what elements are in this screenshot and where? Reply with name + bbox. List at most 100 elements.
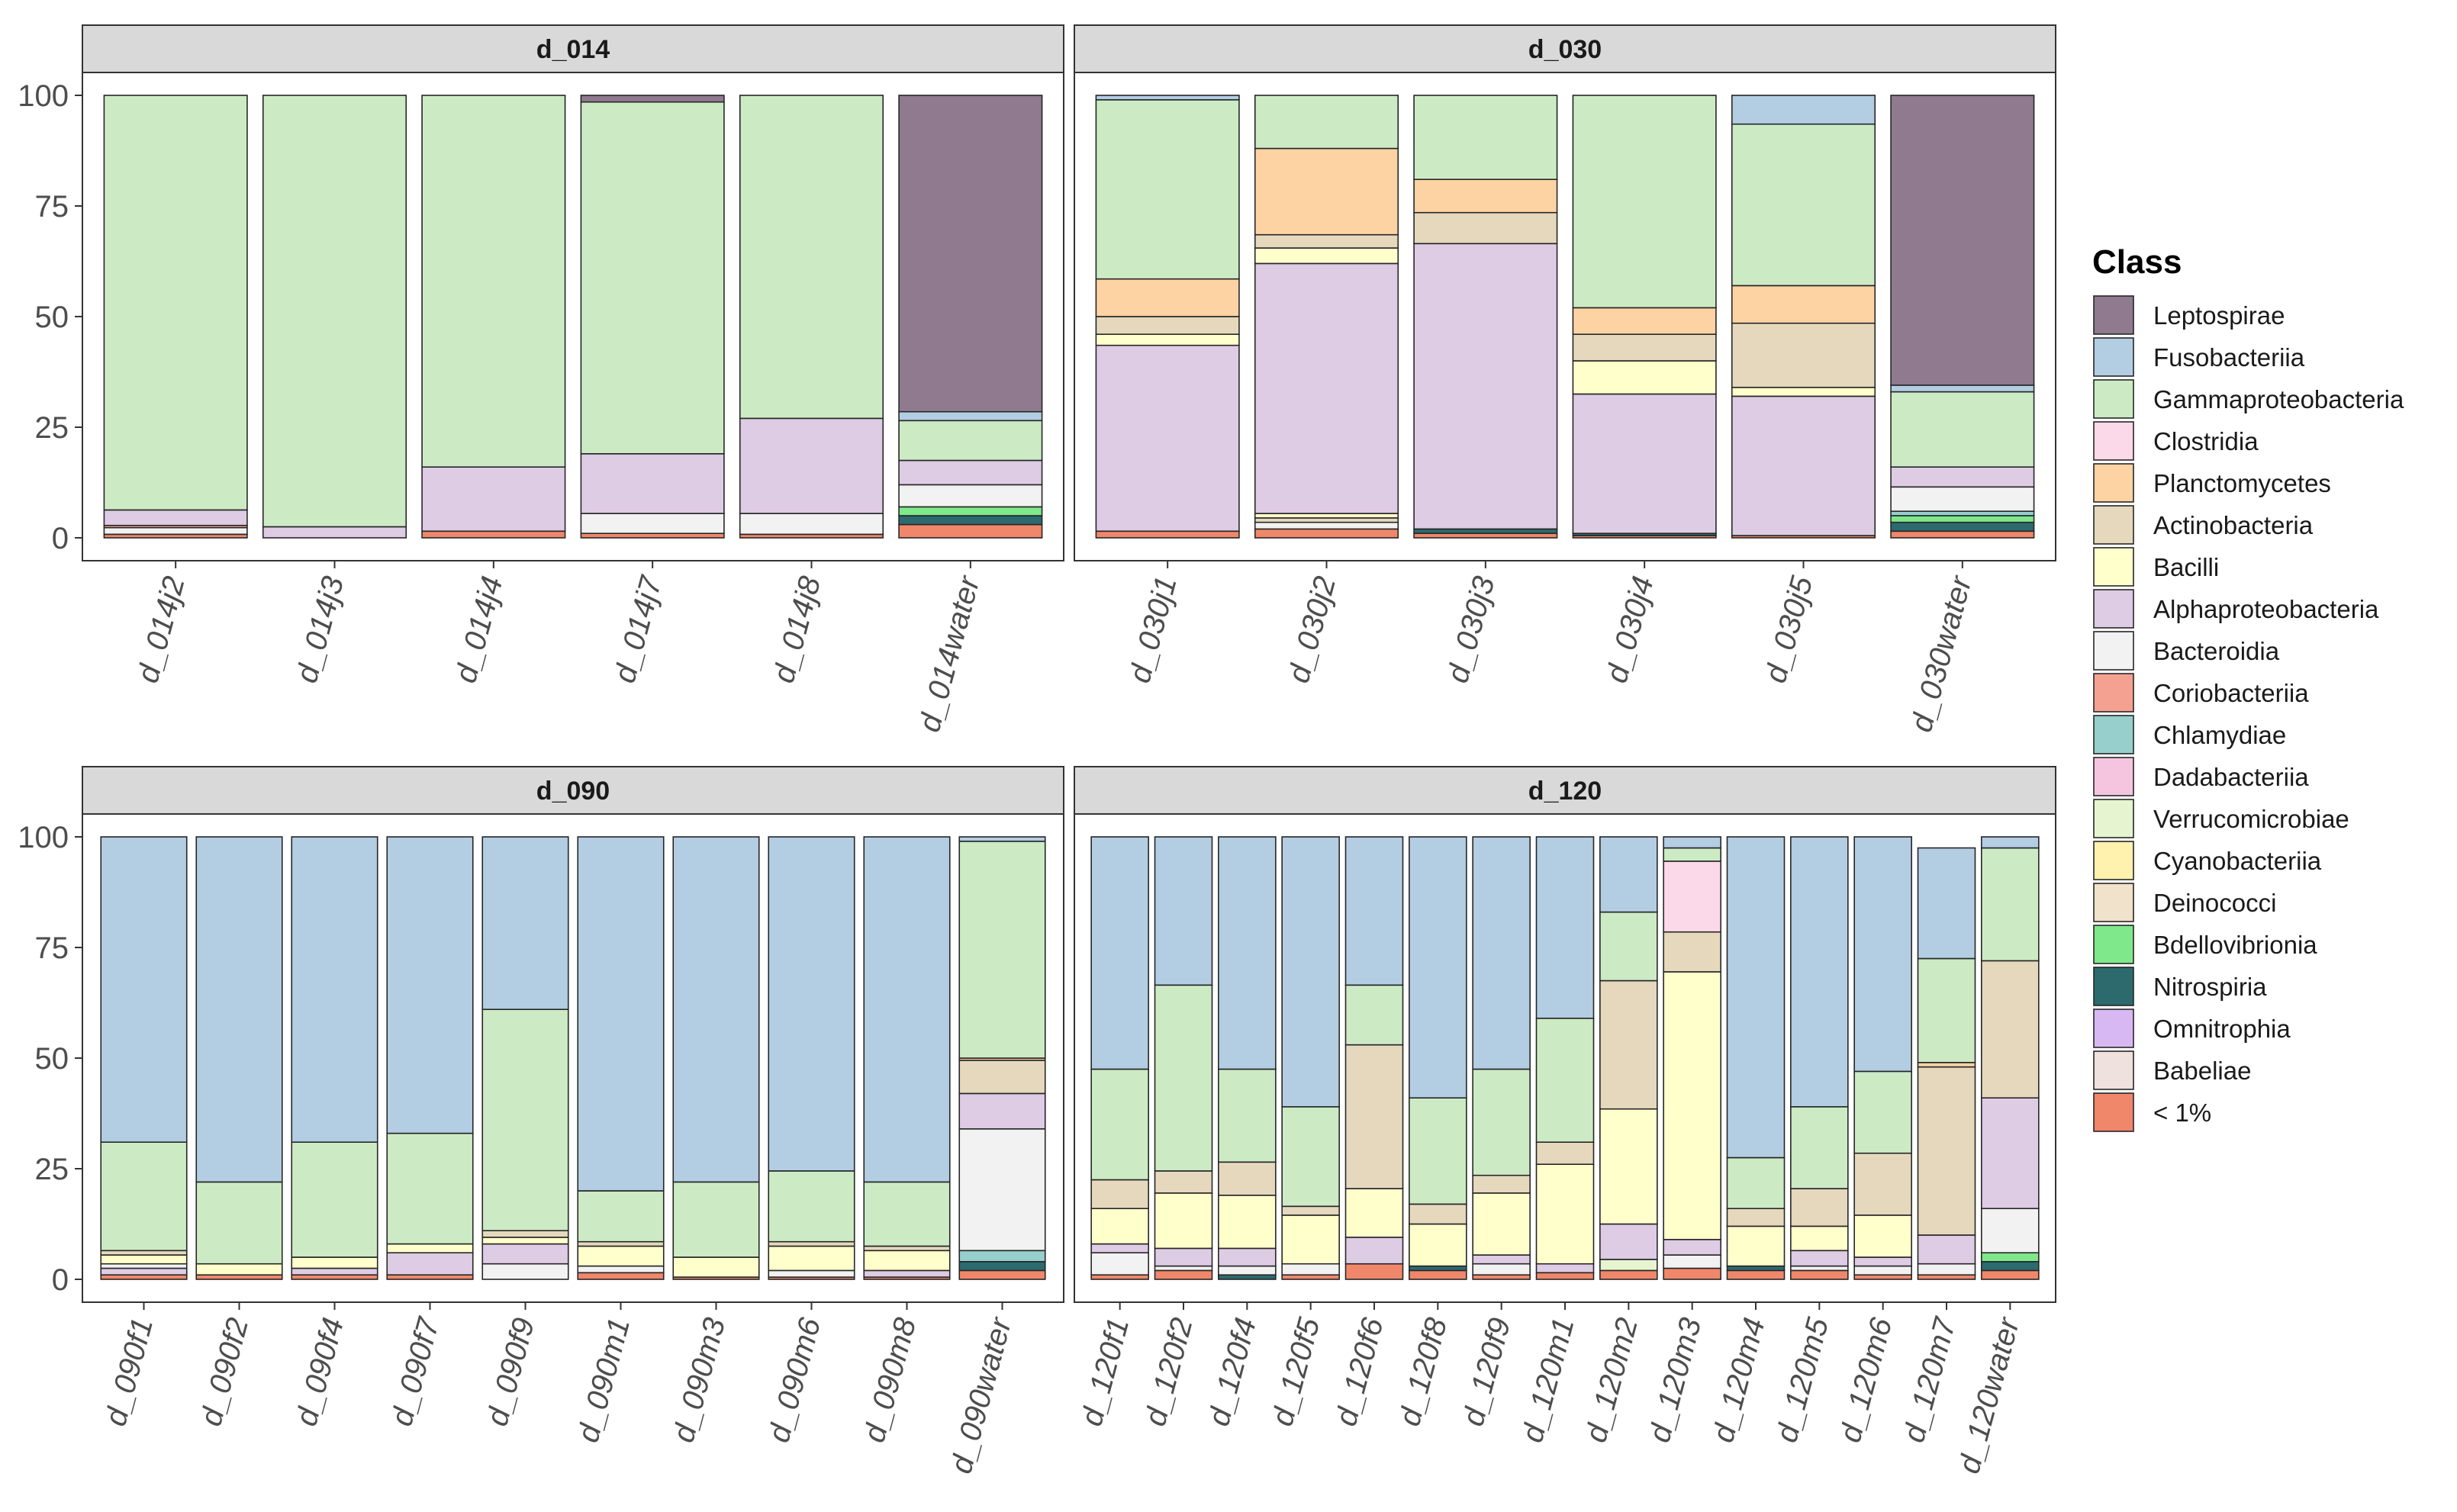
legend-label: Planctomycetes — [2153, 469, 2331, 497]
legend-label: Bacteroidia — [2153, 637, 2280, 665]
bar-d-030j2 — [1254, 95, 1399, 539]
x-tick-label: d_030water — [1905, 571, 1979, 735]
x-tick-label: d_120m7 — [1897, 1313, 1963, 1446]
bar-segment-bacteroidia — [739, 513, 884, 536]
x-tick-label: d_014j4 — [449, 573, 509, 687]
bar-segment-alphaproteobacteria — [1981, 1097, 2040, 1209]
bar-segment-bacteroidia — [481, 1263, 569, 1280]
legend-item-alphaproteobacteria: Alphaproteobacteria — [2093, 589, 2379, 629]
bar-d-014j3 — [262, 95, 407, 539]
bar-segment-actinobacteria — [768, 1240, 855, 1247]
bar-segment-gammaproteobacteria — [863, 1181, 951, 1247]
y-tick-label: 100 — [18, 821, 69, 854]
bar-d-030j1 — [1095, 95, 1240, 539]
bar-d-030j5 — [1731, 95, 1876, 539]
legend-item-clostridia: Clostridia — [2093, 421, 2259, 461]
bar-segment-bacteroidia — [1154, 1265, 1213, 1272]
bar-segment-gammaproteobacteria — [1344, 984, 1404, 1046]
bar-segment-gammaproteobacteria — [958, 841, 1046, 1059]
legend-item-chlamydiae: Chlamydiae — [2093, 715, 2286, 754]
bar-segment-bdellovibrionia — [898, 506, 1043, 516]
x-tick-label: d_120m2 — [1579, 1314, 1644, 1446]
bar-segment-gammaproteobacteria — [1218, 1068, 1277, 1163]
bar-d-090m6 — [768, 836, 855, 1280]
bar-segment-alphaproteobacteria — [1095, 344, 1240, 532]
bar-segment-fusobacteriia — [1472, 836, 1531, 1070]
bar-segment-actinobacteria — [1413, 211, 1558, 245]
y-tick-label: 75 — [35, 931, 69, 965]
legend-item-coriobacteriia: Coriobacteriia — [2093, 673, 2309, 713]
bar-segment-fusobacteriia — [1981, 836, 2040, 849]
bar-segment-1 — [1472, 1274, 1531, 1280]
x-tick-label: d_030j5 — [1759, 572, 1820, 687]
bar-d-120m5 — [1790, 836, 1849, 1280]
y-tick-label: 25 — [35, 1153, 69, 1186]
strip-label: d_014 — [536, 35, 610, 64]
bar-segment-fusobacteriia — [863, 836, 951, 1183]
legend-item-bdellovibrionia: Bdellovibrionia — [2093, 925, 2317, 964]
bar-segment-nitrospiria — [898, 515, 1043, 526]
bar-segment-alphaproteobacteria — [898, 459, 1043, 486]
bar-segment-bacteroidia — [1790, 1265, 1849, 1272]
x-tick-label: d_120f1 — [1074, 1314, 1135, 1430]
bar-segment-1 — [1281, 1274, 1340, 1280]
bar-segment-bacilli — [1663, 971, 1721, 1240]
legend-swatch — [2093, 547, 2134, 587]
bar-segment-actinobacteria — [1409, 1203, 1467, 1225]
bar-segment-1 — [421, 530, 566, 539]
legend-item-babeliae: Babeliae — [2093, 1050, 2251, 1090]
legend-item-fusobacteriia: Fusobacteriia — [2093, 337, 2305, 377]
legend-label: Clostridia — [2153, 427, 2259, 455]
bar-segment-bacteroidia — [580, 513, 725, 534]
bar-segment-alphaproteobacteria — [100, 1267, 188, 1276]
bar-segment-actinobacteria — [1472, 1174, 1531, 1194]
bar-segment-fusobacteriia — [1218, 836, 1277, 1070]
bar-segment-gammaproteobacteria — [1409, 1097, 1467, 1205]
bar-segment-nitrospiria — [1726, 1265, 1786, 1272]
bar-d-120f5 — [1281, 836, 1340, 1280]
bar-segment-1 — [1663, 1267, 1721, 1280]
bar-d-030j3 — [1413, 95, 1558, 539]
x-tick-label: d_030j2 — [1282, 573, 1342, 687]
bar-segment-actinobacteria — [1090, 1179, 1149, 1210]
bar-segment-1 — [1535, 1272, 1595, 1280]
bar-segment-bacteroidia — [898, 484, 1043, 508]
bar-segment-bacilli — [195, 1263, 283, 1276]
bar-segment-bacteroidia — [103, 526, 248, 536]
bar-segment-bacteroidia — [1917, 1263, 1976, 1276]
bar-segment-bacilli — [1853, 1214, 1912, 1258]
legend-item-actinobacteria: Actinobacteria — [2093, 505, 2314, 545]
bar-segment-bacteroidia — [1281, 1263, 1340, 1276]
bar-segment-bacilli — [1254, 513, 1399, 519]
bar-segment-alphaproteobacteria — [262, 526, 407, 539]
x-tick-label: d_120m4 — [1706, 1314, 1772, 1446]
bar-d-014j7 — [580, 95, 725, 539]
bar-segment-1 — [100, 1274, 188, 1280]
x-tick-label: d_090m6 — [762, 1314, 828, 1446]
x-tick-label: d_090f7 — [385, 1313, 446, 1430]
x-tick-label: d_090m8 — [858, 1314, 923, 1446]
bar-segment-nitrospiria — [1218, 1274, 1277, 1280]
bar-segment-bacilli — [1281, 1214, 1340, 1265]
bar-d-120f2 — [1154, 836, 1213, 1280]
bar-segment-gammaproteobacteria — [768, 1170, 855, 1243]
bar-d-090m3 — [672, 836, 760, 1280]
bar-segment-actinobacteria — [1731, 322, 1876, 388]
bar-segment-bacilli — [577, 1245, 665, 1267]
bar-segment-alphaproteobacteria — [481, 1243, 569, 1265]
x-tick-label: d_030j4 — [1600, 573, 1660, 687]
bar-segment-gammaproteobacteria — [103, 95, 248, 511]
bar-segment-alphaproteobacteria — [386, 1252, 474, 1276]
bar-segment-leptospirae — [580, 95, 725, 103]
panel-d-014: d_014 0 25 50 75 100 d_014j2 d_014j3 d_014j4 d_01… — [18, 24, 1064, 735]
bar-segment-alphaproteobacteria — [421, 466, 566, 532]
bar-segment-bacteroidia — [100, 1263, 188, 1269]
bar-segment-gammaproteobacteria — [1731, 123, 1876, 287]
x-tick-label: d_120water — [1952, 1313, 2026, 1477]
bar-segment-gammaproteobacteria — [1726, 1157, 1786, 1209]
bar-segment-fusobacteriia — [898, 410, 1043, 422]
x-tick-label: d_090f1 — [98, 1314, 159, 1430]
legend-swatch — [2093, 883, 2134, 922]
x-tick-label: d_090m3 — [667, 1314, 733, 1446]
